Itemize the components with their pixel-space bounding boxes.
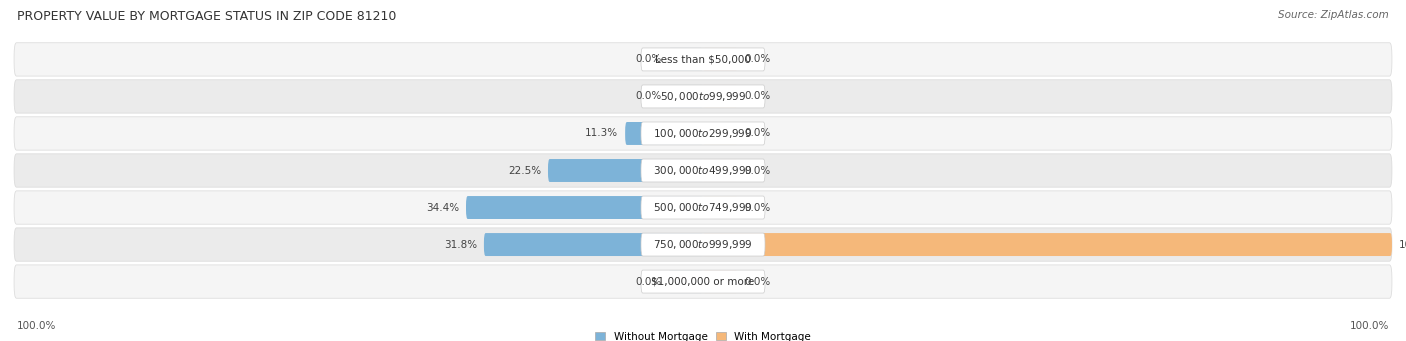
- FancyBboxPatch shape: [641, 233, 765, 256]
- Text: Less than $50,000: Less than $50,000: [655, 55, 751, 64]
- Text: Source: ZipAtlas.com: Source: ZipAtlas.com: [1278, 10, 1389, 20]
- Legend: Without Mortgage, With Mortgage: Without Mortgage, With Mortgage: [595, 331, 811, 341]
- FancyBboxPatch shape: [641, 270, 765, 293]
- Text: 31.8%: 31.8%: [444, 239, 477, 250]
- FancyBboxPatch shape: [14, 191, 1392, 224]
- FancyBboxPatch shape: [14, 43, 1392, 76]
- Text: 100.0%: 100.0%: [17, 321, 56, 331]
- Text: $1,000,000 or more: $1,000,000 or more: [651, 277, 755, 286]
- FancyBboxPatch shape: [465, 196, 703, 219]
- Text: 0.0%: 0.0%: [636, 91, 662, 102]
- Text: 100.0%: 100.0%: [1350, 321, 1389, 331]
- FancyBboxPatch shape: [14, 228, 1392, 261]
- Text: 22.5%: 22.5%: [508, 165, 541, 176]
- FancyBboxPatch shape: [641, 196, 765, 219]
- FancyBboxPatch shape: [14, 117, 1392, 150]
- Text: 0.0%: 0.0%: [636, 277, 662, 286]
- Text: $100,000 to $299,999: $100,000 to $299,999: [654, 127, 752, 140]
- Text: $500,000 to $749,999: $500,000 to $749,999: [654, 201, 752, 214]
- FancyBboxPatch shape: [548, 159, 703, 182]
- FancyBboxPatch shape: [641, 122, 765, 145]
- Text: 34.4%: 34.4%: [426, 203, 460, 212]
- Text: 0.0%: 0.0%: [744, 91, 770, 102]
- FancyBboxPatch shape: [14, 154, 1392, 187]
- FancyBboxPatch shape: [626, 122, 703, 145]
- FancyBboxPatch shape: [703, 85, 738, 108]
- FancyBboxPatch shape: [703, 196, 738, 219]
- Text: 0.0%: 0.0%: [744, 277, 770, 286]
- Text: 0.0%: 0.0%: [744, 129, 770, 138]
- FancyBboxPatch shape: [641, 48, 765, 71]
- FancyBboxPatch shape: [484, 233, 703, 256]
- Text: $750,000 to $999,999: $750,000 to $999,999: [654, 238, 752, 251]
- Text: 11.3%: 11.3%: [585, 129, 619, 138]
- FancyBboxPatch shape: [14, 80, 1392, 113]
- Text: 0.0%: 0.0%: [636, 55, 662, 64]
- FancyBboxPatch shape: [669, 85, 703, 108]
- Text: 0.0%: 0.0%: [744, 55, 770, 64]
- FancyBboxPatch shape: [641, 85, 765, 108]
- FancyBboxPatch shape: [669, 270, 703, 293]
- FancyBboxPatch shape: [703, 270, 738, 293]
- FancyBboxPatch shape: [703, 48, 738, 71]
- Text: $50,000 to $99,999: $50,000 to $99,999: [659, 90, 747, 103]
- FancyBboxPatch shape: [669, 48, 703, 71]
- FancyBboxPatch shape: [703, 159, 738, 182]
- FancyBboxPatch shape: [703, 122, 738, 145]
- Text: 100.0%: 100.0%: [1399, 239, 1406, 250]
- FancyBboxPatch shape: [703, 233, 1392, 256]
- Text: $300,000 to $499,999: $300,000 to $499,999: [654, 164, 752, 177]
- Text: 0.0%: 0.0%: [744, 165, 770, 176]
- Text: PROPERTY VALUE BY MORTGAGE STATUS IN ZIP CODE 81210: PROPERTY VALUE BY MORTGAGE STATUS IN ZIP…: [17, 10, 396, 23]
- FancyBboxPatch shape: [641, 159, 765, 182]
- Text: 0.0%: 0.0%: [744, 203, 770, 212]
- FancyBboxPatch shape: [14, 265, 1392, 298]
